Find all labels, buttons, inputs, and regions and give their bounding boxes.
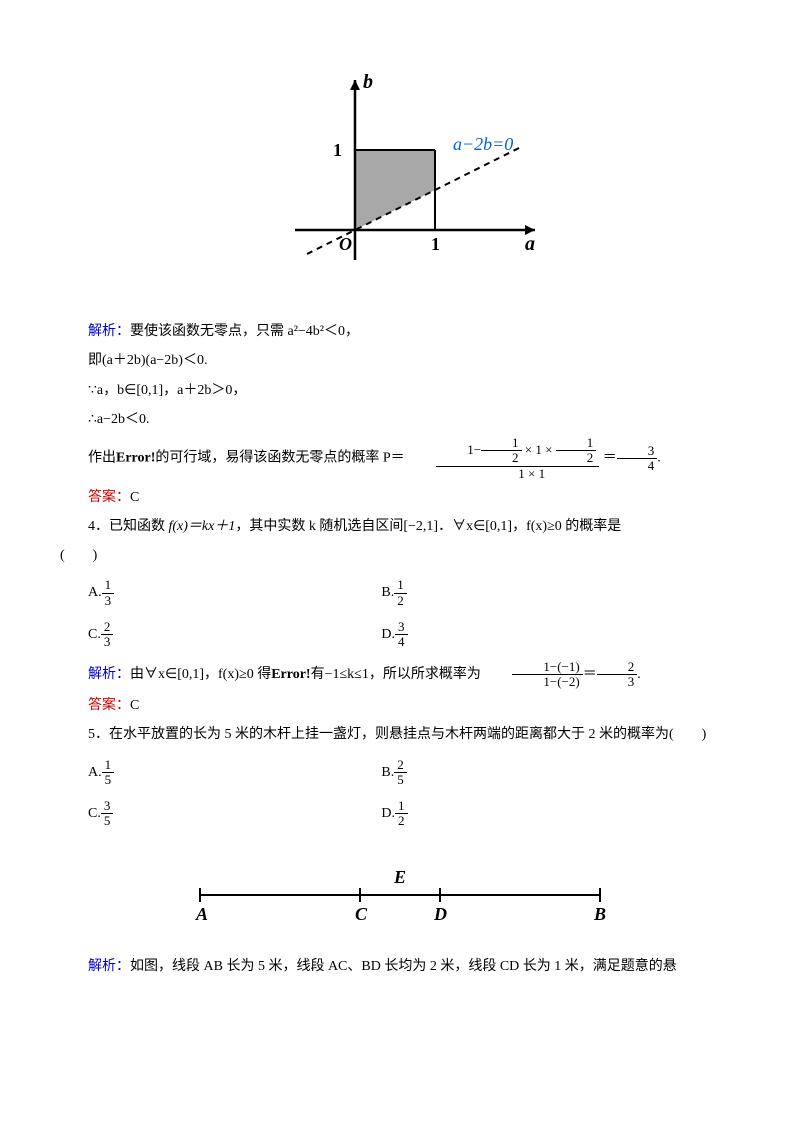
y-arrow bbox=[350, 80, 360, 90]
shaded-region bbox=[355, 150, 435, 230]
label-b: B bbox=[593, 904, 606, 924]
solution3-line3: ∵a，b∈[0,1]，a＋2b＞0， bbox=[60, 378, 740, 403]
answer4: 答案：C bbox=[60, 693, 740, 718]
q5-solution: 解析：如图，线段 AB 长为 5 米，线段 AC、BD 长均为 2 米，线段 C… bbox=[60, 954, 740, 979]
solution3-line4: ∴a−2b＜0. bbox=[60, 407, 740, 432]
q5-option-a: A.15 bbox=[88, 758, 381, 788]
origin-label: O bbox=[339, 234, 352, 254]
solution3-line1: 解析：要使该函数无零点，只需 a²−4b²＜0， bbox=[60, 319, 740, 344]
error-text: Error! bbox=[116, 451, 155, 466]
label-d: D bbox=[433, 904, 447, 924]
label-a: A bbox=[195, 904, 208, 924]
q5-stem: 5．在水平放置的长为 5 米的木杆上挂一盏灯，则悬挂点与木杆两端的距离都大于 2… bbox=[60, 722, 740, 747]
label-c: C bbox=[355, 904, 368, 924]
q5-option-b: B.25 bbox=[381, 758, 674, 788]
error-text: Error! bbox=[271, 667, 310, 682]
q5-options: A.15 B.25 C.35 D.12 bbox=[88, 752, 740, 835]
solution-label: 解析： bbox=[88, 959, 130, 974]
q4-solution: 解析：由∀x∈[0,1]，f(x)≥0 得Error!有−1≤k≤1，所以所求概… bbox=[60, 660, 740, 690]
graph-region: a b O 1 1 a−2b=0 bbox=[60, 60, 740, 289]
answer3: 答案：C bbox=[60, 485, 740, 510]
answer-label: 答案： bbox=[88, 490, 130, 505]
q5-option-d: D.12 bbox=[381, 799, 674, 829]
q4-prob-expr: 1−(−1)1−(−2)＝23. bbox=[484, 660, 640, 690]
y-axis-label: b bbox=[363, 71, 373, 93]
x-axis-label: a bbox=[525, 233, 535, 255]
prob-expression: 1−12 × 1 × 12 1 × 1 ＝34. bbox=[408, 436, 661, 481]
xtick-1: 1 bbox=[431, 234, 440, 254]
q4-stem: 4．已知函数 f(x)＝kx＋1，其中实数 k 随机选自区间[−2,1]．∀x∈… bbox=[60, 514, 740, 539]
solution3-line2: 即(a＋2b)(a−2b)＜0. bbox=[60, 348, 740, 373]
q4-option-c: C.23 bbox=[88, 620, 381, 650]
probability-region-svg: a b O 1 1 a−2b=0 bbox=[235, 60, 565, 280]
q4-options: A.13 B.12 C.23 D.34 bbox=[88, 572, 740, 655]
line-equation-label: a−2b=0 bbox=[453, 134, 513, 154]
q4-option-d: D.34 bbox=[381, 620, 674, 650]
solution3-line5: 作出Error!的可行域，易得该函数无零点的概率 P＝ 1−12 × 1 × 1… bbox=[60, 436, 740, 481]
solution-label: 解析： bbox=[88, 324, 130, 339]
q4-option-a: A.13 bbox=[88, 578, 381, 608]
number-line-figure: A C D B E bbox=[60, 855, 740, 934]
q5-option-c: C.35 bbox=[88, 799, 381, 829]
ytick-1: 1 bbox=[333, 140, 342, 160]
number-line-svg: A C D B E bbox=[160, 855, 640, 925]
solution-label: 解析： bbox=[88, 667, 130, 682]
label-e: E bbox=[393, 867, 406, 887]
q4-option-b: B.12 bbox=[381, 578, 674, 608]
q4-paren: ( ) bbox=[60, 543, 740, 568]
answer-label: 答案： bbox=[88, 698, 130, 713]
